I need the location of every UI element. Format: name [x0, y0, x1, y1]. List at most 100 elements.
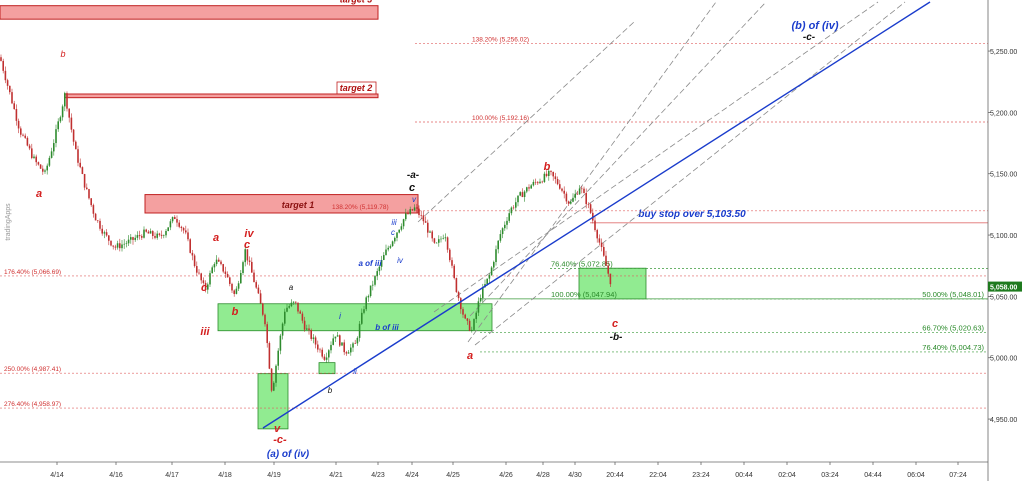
candle [68, 108, 70, 123]
support-zone-small [318, 362, 336, 375]
candle [545, 170, 548, 178]
candle-body [103, 232, 106, 234]
candle-body [255, 282, 257, 288]
candle [442, 234, 444, 240]
x-tick-label: 4/25 [446, 472, 460, 479]
candle-body [372, 284, 374, 286]
x-tick-label: 02:04 [778, 472, 796, 479]
candle [444, 233, 447, 242]
channel-lines-layer [417, 1, 906, 346]
candle [537, 181, 539, 185]
candle [185, 225, 187, 235]
candle-body [6, 80, 9, 86]
support-zone-main [217, 303, 493, 332]
candle-body [510, 207, 513, 214]
wave-label: ii [353, 367, 357, 376]
candle [539, 178, 541, 184]
candle [567, 200, 570, 207]
candle-body [266, 324, 268, 344]
candle [396, 232, 398, 242]
candle [554, 172, 557, 184]
candle-body [585, 193, 587, 205]
candle-body [477, 301, 480, 313]
candle-body [343, 342, 345, 353]
candle [288, 304, 290, 309]
candle [488, 273, 491, 283]
candle [409, 206, 411, 216]
candle-body [435, 242, 438, 244]
candle-body [515, 202, 517, 208]
candle-body [116, 243, 119, 248]
candle [479, 294, 482, 303]
candle-body [409, 209, 411, 215]
candle-body [530, 185, 532, 189]
candle [156, 230, 158, 240]
candle [163, 234, 165, 239]
candle-body [145, 229, 147, 232]
candle [264, 313, 266, 327]
fib-label-right-3: 66.70% (5,020.63) [922, 323, 984, 332]
candle [345, 350, 348, 356]
candle [53, 139, 55, 156]
wave-label: iii [391, 218, 397, 227]
candle-body [101, 228, 103, 234]
candle [61, 104, 64, 121]
candle-body [222, 264, 224, 272]
candle-body [257, 287, 260, 294]
candle-body [429, 231, 431, 233]
candle [493, 260, 495, 271]
candle [114, 244, 117, 251]
candle [422, 211, 425, 225]
candle-body [350, 347, 352, 353]
candle-body [92, 205, 95, 214]
candle-body [218, 259, 220, 262]
candle [501, 227, 504, 239]
candle-body [171, 217, 174, 222]
candle-body [464, 314, 466, 319]
candle [435, 242, 438, 244]
candle-body [517, 195, 519, 203]
candle-body [578, 188, 581, 195]
candle-body [537, 182, 539, 184]
candle [460, 297, 462, 314]
candle-body [160, 234, 163, 236]
candle [94, 212, 97, 221]
candle [20, 126, 22, 138]
candle [204, 280, 207, 293]
candle-body [284, 311, 286, 324]
candle [530, 183, 532, 189]
candle-body [545, 173, 548, 176]
wave-label: c [391, 228, 395, 237]
candle [508, 209, 510, 223]
candle-body [361, 312, 363, 324]
y-tick-label: 5,050.00 [990, 294, 1017, 301]
wave-label: iv [244, 228, 254, 240]
candle [28, 143, 31, 151]
candle-body [596, 230, 598, 239]
candle [46, 163, 48, 175]
candle [284, 308, 286, 326]
candle-body [251, 261, 253, 273]
candle-body [374, 276, 376, 285]
candle [108, 235, 110, 246]
target-zone-3 [144, 194, 419, 214]
candle-body [442, 238, 444, 239]
candle-body [275, 365, 277, 383]
candle [490, 266, 493, 276]
candle-body [387, 247, 389, 250]
candle [22, 133, 24, 137]
candle [17, 118, 20, 134]
candle-body [248, 260, 251, 262]
x-tick-label: 4/16 [109, 472, 123, 479]
candle [407, 210, 409, 215]
candle [198, 269, 200, 275]
candle [50, 147, 53, 159]
candle [64, 91, 66, 112]
candle [105, 229, 108, 237]
candle-body [323, 356, 326, 360]
candle-body [136, 235, 139, 238]
fib-lines-layer: 176.40% (5,066.69) 250.00% (4,987.41) 276.… [0, 37, 988, 409]
candle-body [86, 187, 88, 190]
candle [277, 348, 279, 371]
